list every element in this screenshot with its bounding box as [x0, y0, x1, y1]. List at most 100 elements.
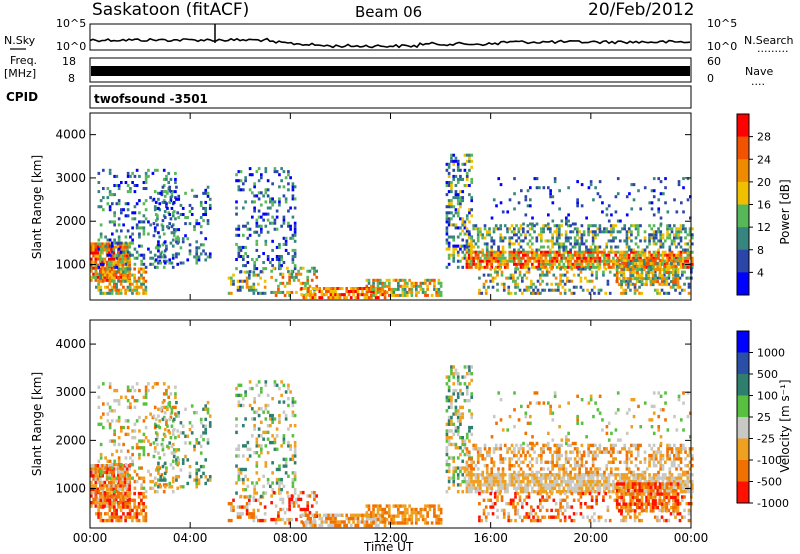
power-cell: [672, 285, 675, 289]
power-cell: [106, 270, 109, 274]
velocity-cell: [162, 432, 166, 437]
velocity-cell: [623, 479, 627, 484]
velocity-cell: [485, 473, 489, 477]
velocity-cell: [585, 486, 588, 490]
velocity-cell: [90, 480, 93, 485]
power-cell: [463, 168, 467, 172]
velocity-cell: [607, 473, 611, 477]
velocity-cell: [459, 466, 462, 470]
power-cell: [204, 206, 208, 210]
power-cell: [452, 238, 456, 242]
velocity-cell: [459, 419, 462, 423]
velocity-cell: [470, 425, 474, 430]
power-cell: [641, 248, 645, 252]
power-cell: [546, 250, 550, 254]
power-cell: [624, 277, 628, 281]
power-cell: [264, 170, 268, 174]
velocity-cell: [470, 412, 474, 416]
power-cell: [266, 218, 270, 222]
velocity-cell: [158, 456, 162, 460]
power-cell: [681, 270, 684, 274]
power-cell: [634, 250, 638, 254]
power-cell: [578, 256, 581, 260]
power-cell: [620, 258, 624, 262]
power-cell: [273, 221, 277, 225]
power-cell: [600, 253, 604, 257]
velocity-cell: [291, 477, 295, 482]
velocity-cell: [286, 517, 289, 522]
power-cell: [677, 250, 681, 254]
velocity-cell: [289, 390, 292, 394]
power-cell: [591, 236, 595, 240]
velocity-cell: [280, 481, 283, 485]
velocity-cell: [104, 466, 107, 470]
velocity-cell: [175, 448, 178, 452]
power-cell: [101, 251, 104, 255]
velocity-cell: [184, 434, 187, 438]
velocity-cell: [142, 452, 146, 457]
velocity-cell: [636, 476, 640, 480]
velocity-cell: [580, 483, 584, 487]
power-cell: [470, 262, 473, 266]
power-cell: [630, 265, 633, 269]
velocity-cell: [197, 441, 201, 445]
power-cell: [641, 250, 645, 254]
power-cell: [566, 270, 569, 274]
power-cell: [632, 256, 636, 260]
velocity-cell: [582, 483, 586, 487]
power-cell: [634, 242, 638, 246]
power-cell: [242, 188, 245, 192]
power-cell: [117, 270, 121, 274]
power-cell: [585, 250, 588, 254]
power-cell: [385, 290, 389, 294]
power-cell: [131, 217, 134, 221]
velocity-cell: [450, 476, 453, 480]
power-cell: [156, 168, 159, 172]
power-cell: [492, 230, 496, 234]
power-cell: [452, 259, 456, 263]
power-cell: [186, 258, 190, 262]
velocity-cell: [293, 474, 297, 478]
power-cell: [636, 280, 639, 284]
power-cell: [488, 259, 491, 263]
power-cell: [374, 287, 378, 291]
velocity-cell: [618, 479, 622, 484]
velocity-cell: [652, 486, 656, 490]
power-cell: [479, 227, 482, 231]
power-cell: [304, 281, 307, 285]
power-cell: [120, 211, 123, 215]
power-cell: [463, 232, 467, 236]
power-cell: [659, 230, 663, 234]
power-cell: [257, 191, 261, 195]
power-cell: [461, 238, 465, 242]
power-cell: [573, 239, 577, 243]
power-cell: [115, 229, 119, 233]
velocity-cell: [419, 507, 423, 512]
power-cell: [524, 236, 527, 240]
power-cell: [606, 279, 610, 283]
power-cell: [640, 268, 644, 272]
power-cell: [124, 241, 128, 245]
velocity-cell: [549, 479, 552, 484]
power-cell: [673, 256, 676, 260]
velocity-cell: [255, 383, 259, 387]
velocity-cell: [417, 511, 420, 515]
power-cell: [618, 253, 622, 257]
velocity-cell: [450, 365, 453, 369]
power-cell: [573, 242, 577, 246]
power-cell: [456, 159, 460, 163]
power-cell: [551, 262, 554, 266]
power-cell: [465, 232, 469, 236]
power-cell: [157, 191, 160, 195]
velocity-cell: [524, 473, 527, 477]
power-cell: [570, 267, 574, 271]
power-cell: [505, 276, 508, 280]
power-cell: [168, 185, 172, 189]
velocity-cell: [490, 473, 494, 477]
velocity-cell: [567, 483, 570, 487]
power-cell: [112, 248, 116, 252]
power-cell: [485, 242, 489, 246]
velocity-cell: [372, 511, 375, 515]
velocity-cell: [447, 442, 451, 447]
power-cell: [291, 248, 295, 252]
